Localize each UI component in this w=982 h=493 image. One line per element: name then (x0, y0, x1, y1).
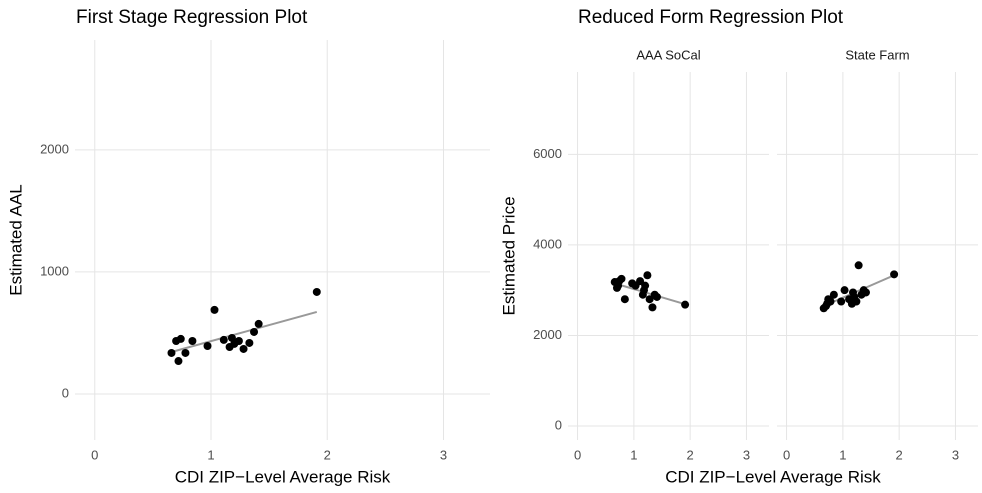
point (852, 297, 861, 306)
point (239, 344, 248, 353)
point (254, 319, 263, 328)
point (234, 337, 243, 346)
point (614, 281, 623, 290)
x-tick-label: 2 (324, 447, 331, 462)
x-tick-label: 0 (574, 447, 581, 462)
chart-title: Reduced Form Regression Plot (578, 7, 844, 28)
point (643, 271, 652, 280)
point (210, 305, 219, 314)
y-tick-label: 2000 (533, 327, 562, 342)
x-axis-title: CDI ZIP−Level Average Risk (665, 467, 881, 486)
point (203, 342, 212, 351)
point (188, 337, 197, 346)
x-tick-label: 3 (952, 447, 959, 462)
x-tick-label: 1 (630, 447, 637, 462)
point (652, 292, 661, 301)
point (176, 334, 185, 343)
point (617, 274, 626, 283)
chart-title: First Stage Regression Plot (76, 7, 308, 28)
x-tick-label: 0 (783, 447, 790, 462)
x-axis-title: CDI ZIP−Level Average Risk (175, 467, 391, 486)
facet-label: AAA SoCal (636, 47, 700, 62)
point (181, 348, 190, 357)
fit-line (171, 310, 318, 353)
x-tick-label: 0 (91, 447, 98, 462)
facet-label: State Farm (845, 47, 909, 62)
point (890, 270, 899, 279)
y-axis-title: Estimated Price (499, 196, 518, 315)
x-tick-label: 2 (896, 447, 903, 462)
point (861, 288, 870, 297)
point (854, 261, 863, 270)
x-tick-label: 2 (687, 447, 694, 462)
y-tick-label: 0 (62, 385, 69, 400)
point (641, 281, 650, 290)
x-tick-label: 1 (207, 447, 214, 462)
y-tick-label: 0 (555, 417, 562, 432)
y-tick-label: 4000 (533, 236, 562, 251)
x-tick-label: 3 (743, 447, 750, 462)
fit-line (823, 274, 895, 307)
fit-line (614, 282, 686, 306)
y-tick-label: 6000 (533, 146, 562, 161)
point (840, 286, 849, 295)
point (837, 297, 846, 306)
point (829, 290, 838, 299)
point (620, 295, 629, 304)
x-tick-label: 3 (440, 447, 447, 462)
point (167, 348, 176, 357)
point (219, 335, 228, 344)
x-tick-label: 1 (839, 447, 846, 462)
point (648, 303, 657, 312)
point (312, 287, 321, 296)
point (174, 357, 183, 366)
point (826, 297, 835, 306)
y-tick-label: 1000 (40, 263, 69, 278)
point (245, 338, 254, 347)
point (681, 300, 690, 309)
point (250, 327, 259, 336)
y-tick-label: 2000 (40, 141, 69, 156)
y-axis-title: Estimated AAL (6, 184, 25, 296)
